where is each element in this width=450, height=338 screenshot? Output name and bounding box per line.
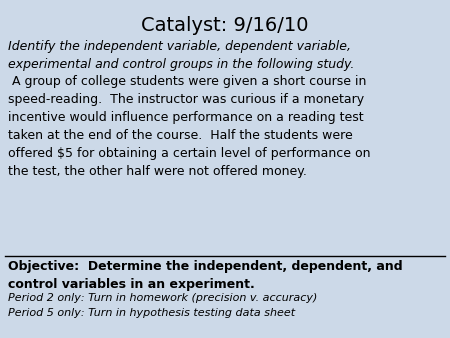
Text: Period 2 only: Turn in homework (precision v. accuracy): Period 2 only: Turn in homework (precisi… <box>8 293 317 303</box>
Text: Period 5 only: Turn in hypothesis testing data sheet: Period 5 only: Turn in hypothesis testin… <box>8 308 295 318</box>
Text: Objective:  Determine the independent, dependent, and
control variables in an ex: Objective: Determine the independent, de… <box>8 260 403 291</box>
Text: Identify the independent variable, dependent variable,
experimental and control : Identify the independent variable, depen… <box>8 40 355 71</box>
Text: Catalyst: 9/16/10: Catalyst: 9/16/10 <box>141 16 309 35</box>
Text: A group of college students were given a short course in
speed-reading.  The ins: A group of college students were given a… <box>8 75 370 178</box>
